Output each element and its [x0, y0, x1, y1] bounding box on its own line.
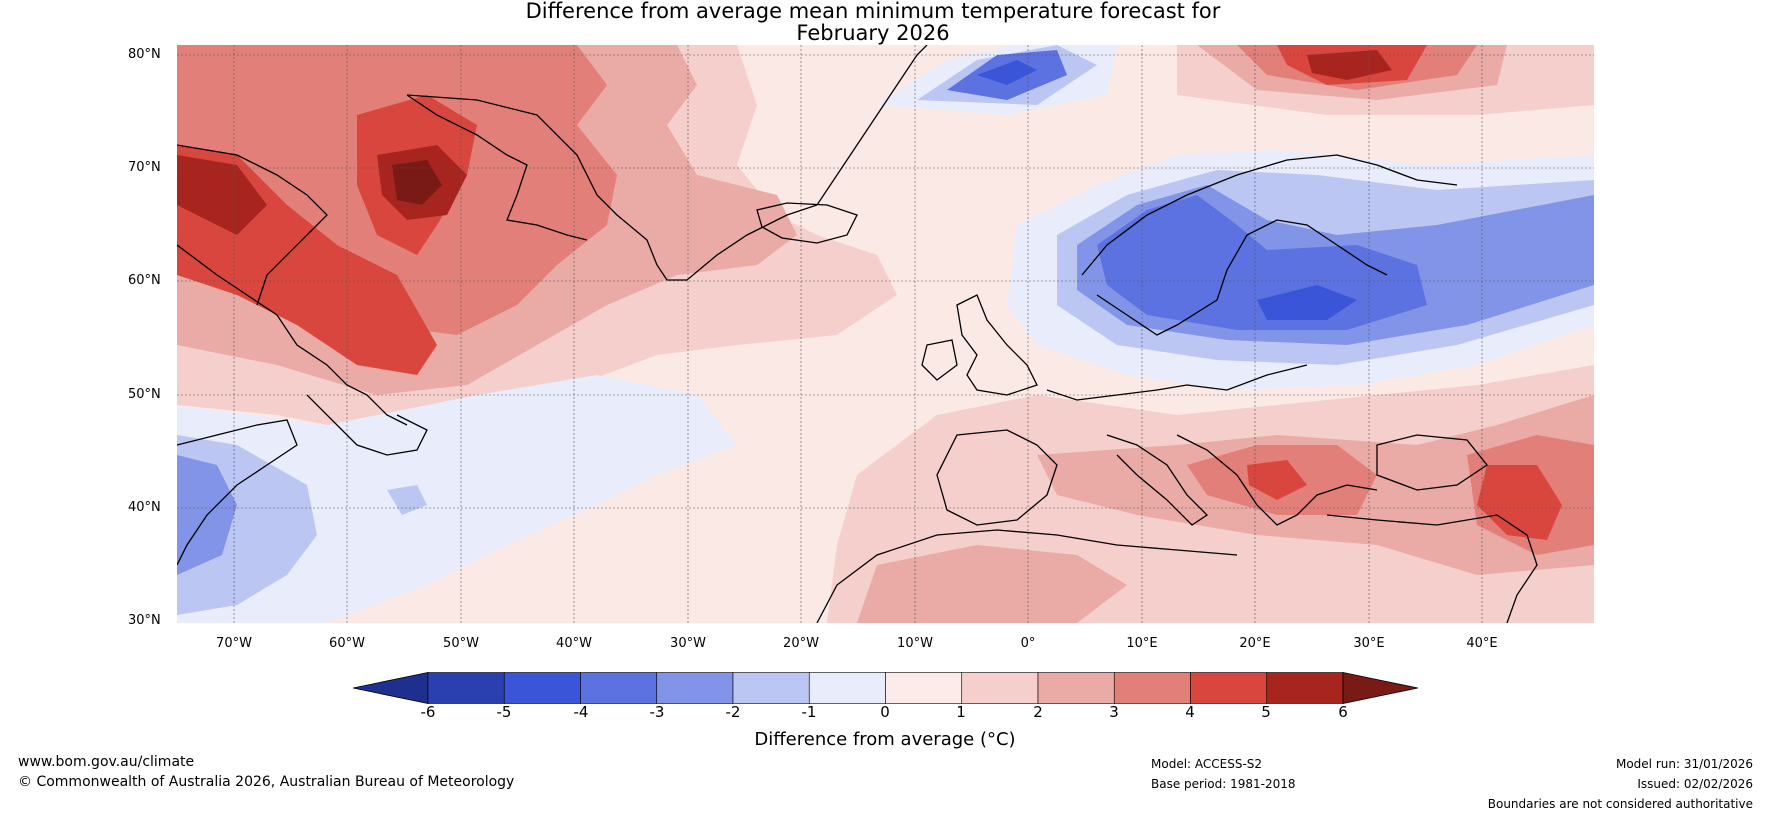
coastline-us-east — [177, 419, 298, 566]
warm-region-greenland-peak — [392, 160, 442, 205]
title-line-1: Difference from average mean minimum tem… — [525, 0, 1221, 23]
colorbar-segment — [1037, 672, 1115, 704]
warm-region-labrador-5 — [177, 155, 267, 235]
colorbar-tick: -2 — [725, 703, 741, 721]
coastlines — [177, 45, 1538, 623]
lon-label-10e: 10°E — [1126, 636, 1158, 651]
model-run-date: Model run: 31/01/2026 — [1615, 757, 1753, 771]
lon-label-20w: 20°W — [783, 636, 819, 651]
title-line-2: February 2026 — [796, 21, 950, 45]
coastline-north-africa — [816, 529, 1238, 623]
colorbar-extend-high — [1342, 672, 1418, 704]
lon-label-30e: 30°E — [1353, 636, 1385, 651]
coastline-black-sea — [1376, 434, 1488, 491]
anomaly-map — [177, 45, 1594, 623]
coastline-sweden-finland — [1096, 219, 1388, 336]
colorbar-tick: 4 — [1185, 703, 1195, 721]
coastline-labrador — [177, 244, 408, 426]
disclaimer: Boundaries are not considered authoritat… — [1487, 797, 1753, 811]
colorbar-segment — [580, 672, 658, 704]
lat-label-50n: 50°N — [128, 387, 161, 402]
cold-region-scandinavia-5 — [1257, 285, 1357, 320]
colorbar-segment — [656, 672, 734, 704]
colorbar — [353, 672, 1418, 704]
coastline-balkans — [1176, 434, 1378, 526]
coastline-greenland-west — [406, 94, 588, 241]
colorbar-tick: -5 — [496, 703, 512, 721]
lon-label-0: 0° — [1020, 636, 1036, 651]
colorbar-label: Difference from average (°C) — [754, 729, 1016, 750]
lon-label-30w: 30°W — [670, 636, 706, 651]
lon-label-40e: 40°E — [1466, 636, 1498, 651]
lat-label-30n: 30°N — [128, 613, 161, 628]
cold-region-atlantic-small — [387, 485, 427, 515]
lat-label-60n: 60°N — [128, 273, 161, 288]
warm-region-balkans-5 — [1247, 460, 1307, 500]
warm-region-northafrica-3 — [857, 545, 1127, 623]
cold-region-arctic-4 — [977, 60, 1037, 85]
colorbar-segment — [427, 672, 505, 704]
colorbar-extend-low — [353, 672, 429, 704]
coastline-iceland — [756, 202, 858, 244]
colorbar-segment — [1113, 672, 1191, 704]
lon-label-20e: 20°E — [1239, 636, 1271, 651]
issued-date: Issued: 02/02/2026 — [1637, 777, 1753, 791]
colorbar-segment — [885, 672, 963, 704]
lon-label-50w: 50°W — [443, 636, 479, 651]
base-period: Base period: 1981-2018 — [1151, 777, 1296, 791]
coastline-greenland — [406, 45, 928, 281]
lon-label-70w: 70°W — [216, 636, 252, 651]
lat-label-40n: 40°N — [128, 500, 161, 515]
colorbar-segment — [808, 672, 886, 704]
colorbar-tick: 3 — [1109, 703, 1119, 721]
website-link[interactable]: www.bom.gov.au/climate — [18, 754, 195, 770]
cold-region-atlantic-1 — [177, 375, 737, 623]
coastline-baffin — [177, 144, 328, 306]
lon-label-10w: 10°W — [897, 636, 933, 651]
colorbar-tick: -3 — [649, 703, 665, 721]
colorbar-tick: 1 — [956, 703, 966, 721]
colorbar-segment — [732, 672, 810, 704]
colorbar-tick: 0 — [880, 703, 890, 721]
lat-label-80n: 80°N — [128, 47, 161, 62]
map-gridlines — [177, 45, 1594, 623]
colorbar-segment — [503, 672, 581, 704]
colorbar-segment — [961, 672, 1039, 704]
colorbar-segment — [1266, 672, 1344, 704]
coastline-europe-west — [1046, 364, 1308, 401]
colorbar-tick: 6 — [1338, 703, 1348, 721]
model-name: Model: ACCESS-S2 — [1151, 757, 1263, 771]
colorbar-tick: 5 — [1261, 703, 1271, 721]
colorbar-tick: -4 — [573, 703, 589, 721]
anomaly-map-svg — [177, 45, 1594, 623]
colorbar-tick: -6 — [420, 703, 436, 721]
warm-region-arctic-6 — [1307, 50, 1392, 80]
coastline-italy — [1106, 434, 1209, 526]
colorbar-tick: 2 — [1033, 703, 1043, 721]
copyright-text: © Commonwealth of Australia 2026, Austra… — [18, 774, 515, 790]
coastline-ireland — [921, 339, 958, 381]
coastline-turkey-levant — [1326, 514, 1538, 623]
lat-label-70n: 70°N — [128, 160, 161, 175]
map-title: Difference from average mean minimum tem… — [0, 0, 1770, 44]
colorbar-segment — [1190, 672, 1268, 704]
colorbar-tick: -1 — [801, 703, 817, 721]
coastline-newfoundland — [306, 394, 428, 456]
coastline-iberia — [936, 429, 1058, 526]
lon-label-40w: 40°W — [556, 636, 592, 651]
coastline-britain — [956, 294, 1038, 396]
warm-region-blacksea-5 — [1477, 465, 1562, 540]
coastline-norway — [1081, 154, 1458, 276]
lon-label-60w: 60°W — [329, 636, 365, 651]
